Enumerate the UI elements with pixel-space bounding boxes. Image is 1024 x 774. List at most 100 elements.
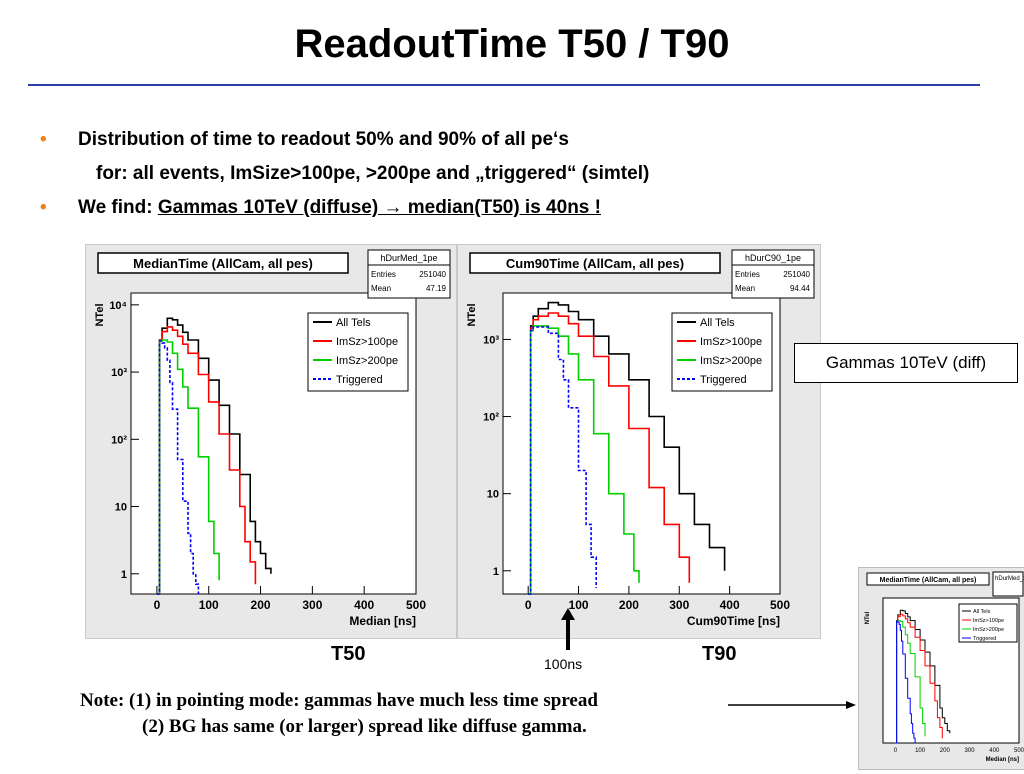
gamma-label-box: Gammas 10TeV (diff) — [794, 343, 1018, 383]
y-tick-label: 1 — [121, 569, 127, 581]
legend-box — [307, 312, 409, 392]
y-axis-label: NTel — [94, 303, 106, 326]
thumb-stats-box — [992, 571, 1024, 597]
y-axis-label: NTel — [466, 303, 478, 326]
bullet-1-line2: for: all events, ImSize>100pe, >200pe an… — [96, 163, 649, 185]
thumb-x-tick: 300 — [965, 748, 976, 754]
x-tick-label: 200 — [251, 598, 271, 612]
legend-label: All Tels — [700, 317, 735, 329]
stats-entries-value: 251040 — [419, 270, 446, 279]
stats-mean-label: Mean — [735, 284, 755, 293]
bullet-dot: • — [40, 129, 47, 150]
y-tick-label: 10² — [111, 434, 127, 446]
x-tick-label: 0 — [525, 598, 532, 612]
thumbnail-plot: MedianTime (AllCam, all pes) hDurMed_1 0 10… — [858, 567, 1024, 770]
thumb-series-2 — [895, 613, 943, 744]
x-tick-label: 100 — [569, 598, 589, 612]
legend-label: Triggered — [700, 374, 747, 386]
stats-box — [367, 249, 451, 299]
stats-name: hDurC90_1pe — [745, 253, 801, 263]
legend-label: Triggered — [336, 374, 383, 386]
thumbnail-chart: MedianTime (AllCam, all pes) hDurMed_1 0 10… — [865, 571, 1024, 763]
thumb-x-tick: 0 — [894, 748, 898, 754]
thumb-legend-label: All Tels — [973, 609, 991, 615]
y-tick-label: 1 — [493, 566, 499, 578]
legend-label: ImSz>200pe — [700, 355, 762, 367]
legend-label: All Tels — [336, 317, 371, 329]
bullet-2-prefix: We find: — [78, 197, 158, 218]
thumb-x-tick: 400 — [989, 748, 1000, 754]
x-tick-label: 100 — [199, 598, 219, 612]
stats-entries-label: Entries — [735, 270, 760, 279]
x-tick-label: 500 — [406, 598, 426, 612]
t90-label: T90 — [702, 643, 737, 665]
chart-title: Cum90Time (AllCam, all pes) — [506, 256, 684, 271]
thumb-title-box — [866, 572, 990, 586]
series-line-4 — [528, 326, 597, 595]
stats-entries-label: Entries — [371, 270, 396, 279]
y-tick-label: 10 — [115, 502, 127, 514]
thumb-legend-label: ImSz>100pe — [973, 618, 1004, 624]
x-tick-label: 400 — [720, 598, 740, 612]
page-title: ReadoutTime T50 / T90 — [294, 22, 730, 66]
chart-title-box — [97, 252, 349, 274]
thumb-legend-label: ImSz>200pe — [973, 627, 1004, 633]
stats-mean-value: 94.44 — [790, 284, 811, 293]
series-line-4 — [156, 340, 200, 595]
series-line-2 — [528, 312, 691, 595]
thumb-stats: hDurMed_1 — [995, 576, 1024, 582]
y-tick-label: 10⁴ — [109, 300, 127, 312]
thumb-xlabel: Median [ns] — [986, 757, 1019, 763]
bullet-1-text: Distribution of time to readout 50% and … — [78, 129, 569, 150]
thumb-legend-label: Triggered — [973, 636, 996, 642]
cum90-time-panel: Cum90Time (AllCam, all pes) hDurC90_1pe En… — [457, 244, 821, 639]
series-line-3 — [156, 339, 220, 595]
y-tick-label: 10³ — [111, 367, 127, 379]
x-tick-label: 0 — [154, 598, 161, 612]
thumb-legend-box — [958, 603, 1018, 643]
title-rule — [28, 84, 980, 86]
thumb-x-tick: 200 — [940, 748, 951, 754]
chart-title-box — [469, 252, 721, 274]
thumb-title: MedianTime (AllCam, all pes) — [880, 577, 977, 584]
x-tick-label: 300 — [302, 598, 322, 612]
t50-label: T50 — [331, 643, 366, 665]
bullet-1-line2-text: for: all events, ImSize>100pe, >200pe an… — [96, 163, 650, 184]
thumb-x-tick: 500 — [1014, 748, 1024, 754]
thumb-series-1 — [895, 609, 951, 744]
series-line-1 — [156, 317, 272, 595]
y-tick-label: 10 — [487, 489, 499, 501]
bullet-dot: • — [40, 197, 47, 218]
x-tick-label: 400 — [354, 598, 374, 612]
stats-mean-label: Mean — [371, 284, 391, 293]
x-tick-label: 500 — [770, 598, 790, 612]
chart-title: MedianTime (AllCam, all pes) — [133, 256, 313, 271]
bullet-2-highlight: Gammas 10TeV (diffuse) → median(T50) is … — [157, 197, 601, 218]
thumb-series-4 — [895, 620, 916, 744]
bullet-2-text: We find: Gammas 10TeV (diffuse) → median… — [78, 197, 601, 219]
stats-name: hDurMed_1pe — [380, 253, 437, 263]
note-arrow-icon — [728, 701, 856, 709]
median-time-panel: MedianTime (AllCam, all pes) hDurMed_1pe E… — [85, 244, 457, 639]
stats-box — [731, 249, 815, 299]
x-tick-label: 200 — [619, 598, 639, 612]
cum90-time-chart: Cum90Time (AllCam, all pes) hDurC90_1pe En… — [466, 249, 815, 628]
thumb-x-tick: 100 — [915, 748, 926, 754]
median-time-chart: MedianTime (AllCam, all pes) hDurMed_1pe E… — [94, 249, 451, 628]
100ns-label: 100ns — [544, 656, 583, 672]
x-tick-label: 300 — [669, 598, 689, 612]
legend-label: ImSz>100pe — [336, 336, 398, 348]
thumb-ylabel: NTel — [865, 611, 871, 624]
legend-label: ImSz>200pe — [336, 355, 398, 367]
x-axis-label: Cum90Time [ns] — [687, 614, 780, 628]
100ns-arrow-icon — [561, 608, 575, 650]
series-line-2 — [156, 326, 257, 595]
stats-entries-value: 251040 — [783, 270, 810, 279]
stats-mean-value: 47.19 — [426, 284, 447, 293]
note-line-2: (2) BG has same (or larger) spread like … — [142, 716, 587, 737]
legend-label: ImSz>100pe — [700, 336, 762, 348]
note-line-1: Note: (1) in pointing mode: gammas have … — [80, 690, 598, 711]
y-tick-label: 10² — [483, 412, 499, 424]
x-axis-label: Median [ns] — [349, 614, 416, 628]
y-tick-label: 10³ — [483, 334, 499, 346]
